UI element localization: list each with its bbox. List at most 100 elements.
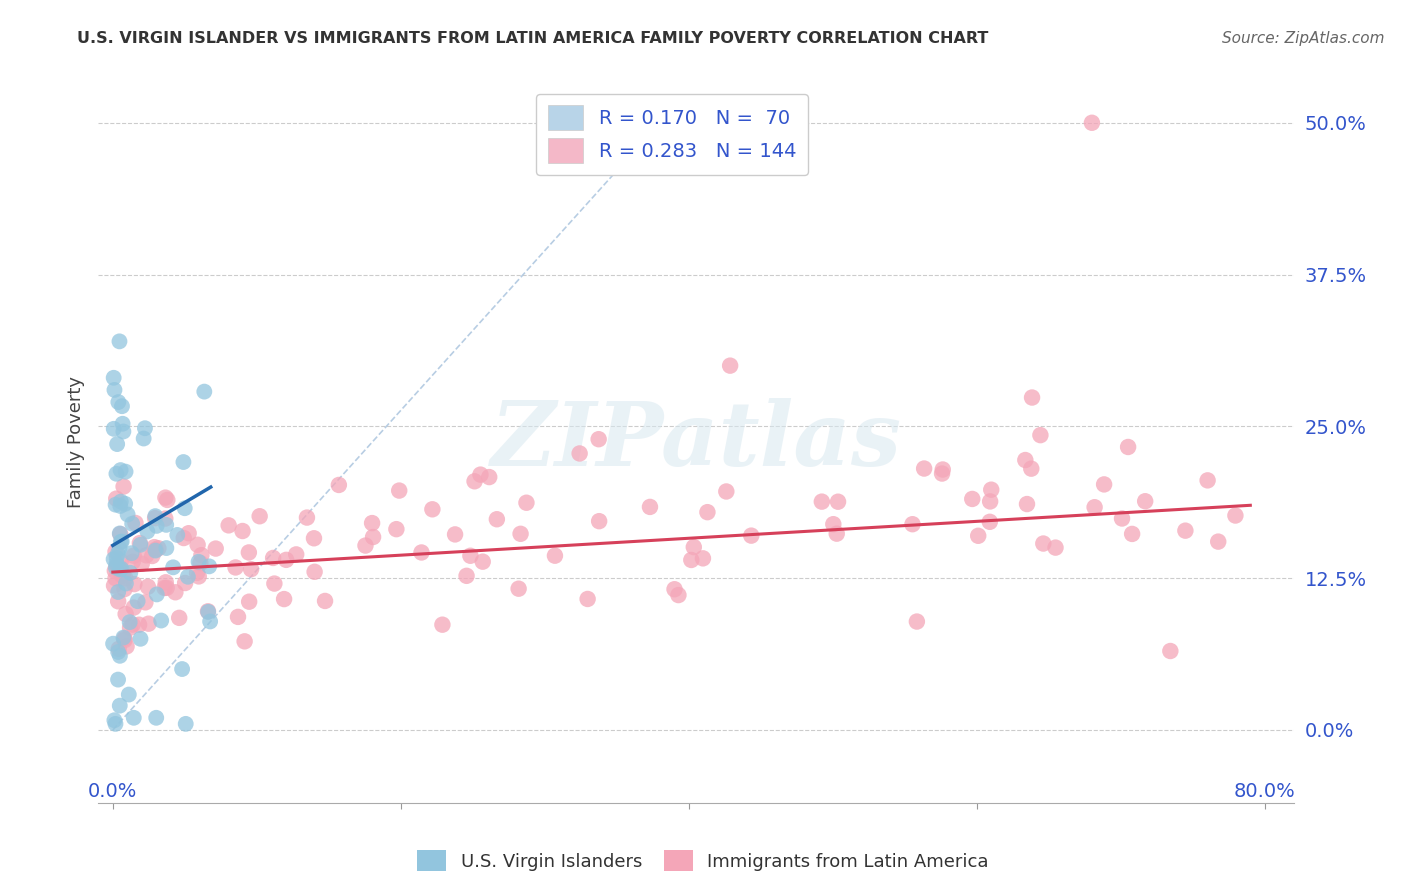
Immigrants from Latin America [110, 568, 132, 582]
Immigrants from Latin America [128, 617, 150, 632]
U.S. Virgin Islanders [104, 560, 127, 574]
Immigrants from Latin America [115, 640, 138, 654]
Immigrants from Latin America [120, 621, 142, 635]
Immigrants from Latin America [156, 492, 179, 507]
U.S. Virgin Islanders [146, 587, 169, 601]
Immigrants from Latin America [304, 565, 326, 579]
U.S. Virgin Islanders [101, 637, 124, 651]
Immigrants from Latin America [238, 545, 260, 559]
U.S. Virgin Islanders [107, 395, 129, 409]
Immigrants from Latin America [354, 539, 377, 553]
Immigrants from Latin America [508, 582, 530, 596]
Immigrants from Latin America [681, 553, 703, 567]
Immigrants from Latin America [190, 556, 212, 570]
U.S. Virgin Islanders [104, 717, 127, 731]
Immigrants from Latin America [262, 550, 284, 565]
U.S. Virgin Islanders [112, 631, 135, 645]
Immigrants from Latin America [470, 467, 492, 482]
Immigrants from Latin America [1111, 511, 1133, 525]
Immigrants from Latin America [263, 576, 285, 591]
Immigrants from Latin America [460, 549, 482, 563]
Immigrants from Latin America [121, 617, 143, 632]
Immigrants from Latin America [1206, 534, 1229, 549]
Immigrants from Latin America [422, 502, 444, 516]
Immigrants from Latin America [128, 536, 150, 550]
U.S. Virgin Islanders [110, 499, 132, 513]
Immigrants from Latin America [1014, 453, 1036, 467]
Text: Source: ZipAtlas.com: Source: ZipAtlas.com [1222, 31, 1385, 46]
U.S. Virgin Islanders [166, 528, 188, 542]
U.S. Virgin Islanders [112, 425, 135, 439]
U.S. Virgin Islanders [111, 399, 134, 413]
U.S. Virgin Islanders [114, 465, 136, 479]
Immigrants from Latin America [187, 538, 209, 552]
Immigrants from Latin America [1197, 474, 1219, 488]
U.S. Virgin Islanders [105, 467, 128, 481]
Immigrants from Latin America [827, 494, 849, 508]
Immigrants from Latin America [515, 496, 537, 510]
Immigrants from Latin America [979, 494, 1001, 508]
Immigrants from Latin America [174, 576, 197, 591]
Immigrants from Latin America [485, 512, 508, 526]
Immigrants from Latin America [1032, 536, 1054, 550]
Immigrants from Latin America [361, 516, 384, 530]
Immigrants from Latin America [696, 505, 718, 519]
Immigrants from Latin America [249, 509, 271, 524]
U.S. Virgin Islanders [107, 645, 129, 659]
Immigrants from Latin America [114, 582, 136, 596]
Immigrants from Latin America [104, 571, 127, 585]
U.S. Virgin Islanders [187, 555, 209, 569]
Immigrants from Latin America [155, 511, 177, 525]
U.S. Virgin Islanders [110, 562, 132, 576]
U.S. Virgin Islanders [108, 698, 131, 713]
U.S. Virgin Islanders [108, 334, 131, 349]
Legend: R = 0.170   N =  70, R = 0.283   N = 144: R = 0.170 N = 70, R = 0.283 N = 144 [536, 94, 808, 175]
Immigrants from Latin America [716, 484, 738, 499]
Immigrants from Latin America [1225, 508, 1247, 523]
Immigrants from Latin America [190, 548, 212, 562]
U.S. Virgin Islanders [111, 534, 134, 549]
Immigrants from Latin America [302, 531, 325, 545]
U.S. Virgin Islanders [197, 605, 219, 619]
Immigrants from Latin America [114, 607, 136, 621]
Immigrants from Latin America [1045, 541, 1067, 555]
Immigrants from Latin America [136, 580, 159, 594]
Immigrants from Latin America [141, 549, 163, 563]
Immigrants from Latin America [638, 500, 661, 514]
Immigrants from Latin America [167, 611, 190, 625]
Immigrants from Latin America [411, 545, 433, 559]
Immigrants from Latin America [905, 615, 928, 629]
U.S. Virgin Islanders [108, 526, 131, 541]
Immigrants from Latin America [155, 575, 177, 590]
U.S. Virgin Islanders [110, 463, 132, 477]
Immigrants from Latin America [143, 540, 166, 554]
U.S. Virgin Islanders [107, 547, 129, 561]
Immigrants from Latin America [124, 516, 146, 530]
U.S. Virgin Islanders [122, 711, 145, 725]
U.S. Virgin Islanders [118, 688, 141, 702]
Immigrants from Latin America [105, 559, 128, 574]
Immigrants from Latin America [122, 600, 145, 615]
Immigrants from Latin America [121, 555, 143, 569]
Immigrants from Latin America [464, 475, 486, 489]
Immigrants from Latin America [588, 514, 610, 528]
Immigrants from Latin America [165, 585, 187, 599]
U.S. Virgin Islanders [145, 711, 167, 725]
U.S. Virgin Islanders [150, 614, 173, 628]
Immigrants from Latin America [668, 588, 690, 602]
Immigrants from Latin America [444, 527, 467, 541]
U.S. Virgin Islanders [193, 384, 215, 399]
Immigrants from Latin America [385, 522, 408, 536]
U.S. Virgin Islanders [105, 550, 128, 565]
Immigrants from Latin America [811, 494, 834, 508]
Immigrants from Latin America [478, 470, 501, 484]
Immigrants from Latin America [588, 432, 610, 446]
Immigrants from Latin America [103, 579, 125, 593]
Immigrants from Latin America [1133, 494, 1156, 508]
U.S. Virgin Islanders [103, 713, 125, 727]
Immigrants from Latin America [187, 569, 209, 583]
Immigrants from Latin America [197, 604, 219, 618]
U.S. Virgin Islanders [129, 632, 152, 646]
U.S. Virgin Islanders [105, 437, 128, 451]
Immigrants from Latin America [114, 571, 136, 585]
